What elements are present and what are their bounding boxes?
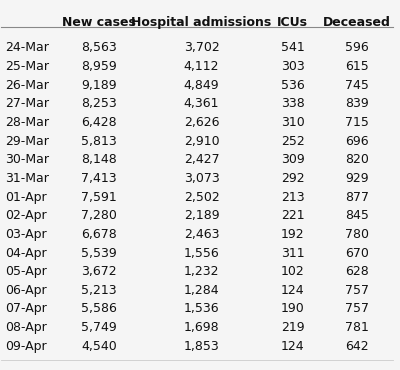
Text: 1,556: 1,556 [184,246,220,259]
Text: 1,284: 1,284 [184,284,219,297]
Text: 252: 252 [281,135,305,148]
Text: 5,539: 5,539 [81,246,117,259]
Text: 124: 124 [281,284,304,297]
Text: 311: 311 [281,246,304,259]
Text: 2,189: 2,189 [184,209,219,222]
Text: 642: 642 [346,340,369,353]
Text: 2,502: 2,502 [184,191,220,204]
Text: 09-Apr: 09-Apr [5,340,47,353]
Text: 30-Mar: 30-Mar [5,153,49,166]
Text: 310: 310 [281,116,305,129]
Text: 02-Apr: 02-Apr [5,209,47,222]
Text: 745: 745 [345,78,369,92]
Text: 1,698: 1,698 [184,321,219,334]
Text: 221: 221 [281,209,304,222]
Text: 124: 124 [281,340,304,353]
Text: 27-Mar: 27-Mar [5,97,49,110]
Text: 04-Apr: 04-Apr [5,246,47,259]
Text: 780: 780 [345,228,369,241]
Text: 29-Mar: 29-Mar [5,135,49,148]
Text: 757: 757 [345,284,369,297]
Text: 715: 715 [345,116,369,129]
Text: 219: 219 [281,321,304,334]
Text: 5,213: 5,213 [82,284,117,297]
Text: New cases: New cases [62,16,136,29]
Text: ICUs: ICUs [277,16,308,29]
Text: 5,586: 5,586 [81,303,117,316]
Text: 28-Mar: 28-Mar [5,116,49,129]
Text: Deceased: Deceased [323,16,391,29]
Text: 192: 192 [281,228,304,241]
Text: 615: 615 [345,60,369,73]
Text: 4,540: 4,540 [81,340,117,353]
Text: 303: 303 [281,60,305,73]
Text: 781: 781 [345,321,369,334]
Text: 5,749: 5,749 [81,321,117,334]
Text: 26-Mar: 26-Mar [5,78,49,92]
Text: 24-Mar: 24-Mar [5,41,49,54]
Text: 8,959: 8,959 [81,60,117,73]
Text: 845: 845 [345,209,369,222]
Text: 696: 696 [346,135,369,148]
Text: 06-Apr: 06-Apr [5,284,47,297]
Text: 2,910: 2,910 [184,135,219,148]
Text: 929: 929 [346,172,369,185]
Text: 2,626: 2,626 [184,116,219,129]
Text: 01-Apr: 01-Apr [5,191,47,204]
Text: 07-Apr: 07-Apr [5,303,47,316]
Text: 6,428: 6,428 [82,116,117,129]
Text: 7,591: 7,591 [81,191,117,204]
Text: 6,678: 6,678 [81,228,117,241]
Text: 4,361: 4,361 [184,97,219,110]
Text: 05-Apr: 05-Apr [5,265,47,278]
Text: 8,253: 8,253 [81,97,117,110]
Text: 25-Mar: 25-Mar [5,60,49,73]
Text: 338: 338 [281,97,305,110]
Text: 839: 839 [345,97,369,110]
Text: 102: 102 [281,265,305,278]
Text: 31-Mar: 31-Mar [5,172,49,185]
Text: 2,427: 2,427 [184,153,219,166]
Text: 8,563: 8,563 [81,41,117,54]
Text: 7,280: 7,280 [81,209,117,222]
Text: 3,702: 3,702 [184,41,220,54]
Text: 9,189: 9,189 [82,78,117,92]
Text: 8,148: 8,148 [81,153,117,166]
Text: 4,112: 4,112 [184,60,219,73]
Text: 213: 213 [281,191,304,204]
Text: 190: 190 [281,303,305,316]
Text: 1,232: 1,232 [184,265,219,278]
Text: 1,536: 1,536 [184,303,219,316]
Text: 5,813: 5,813 [81,135,117,148]
Text: 1,853: 1,853 [184,340,220,353]
Text: 2,463: 2,463 [184,228,219,241]
Text: 03-Apr: 03-Apr [5,228,47,241]
Text: 820: 820 [345,153,369,166]
Text: Hospital admissions: Hospital admissions [132,16,272,29]
Text: 877: 877 [345,191,369,204]
Text: 670: 670 [345,246,369,259]
Text: 628: 628 [345,265,369,278]
Text: 08-Apr: 08-Apr [5,321,47,334]
Text: 536: 536 [281,78,305,92]
Text: 292: 292 [281,172,304,185]
Text: 3,073: 3,073 [184,172,220,185]
Text: 3,672: 3,672 [82,265,117,278]
Text: 757: 757 [345,303,369,316]
Text: 4,849: 4,849 [184,78,219,92]
Text: 309: 309 [281,153,305,166]
Text: 7,413: 7,413 [82,172,117,185]
Text: 596: 596 [345,41,369,54]
Text: 541: 541 [281,41,305,54]
